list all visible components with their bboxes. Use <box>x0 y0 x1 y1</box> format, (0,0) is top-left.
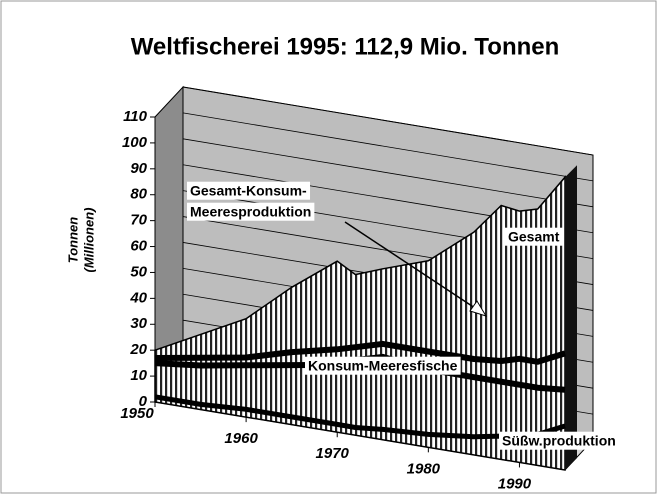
y-tick-label: 0 <box>139 393 148 410</box>
y-tick-label: 70 <box>130 212 147 229</box>
series-label: Gesamt-Konsum- <box>190 183 307 199</box>
arrow <box>344 221 479 311</box>
label-box <box>305 356 461 375</box>
series-label: Süßw.produktion <box>502 433 616 449</box>
grid-line <box>182 86 594 156</box>
grid-line <box>182 112 594 182</box>
x-tick-label: 1970 <box>316 445 350 462</box>
chart-title: Weltfischerei 1995: 112,9 Mio. Tonnen <box>131 33 560 60</box>
arrow-head <box>469 300 488 317</box>
series-line <box>154 340 566 365</box>
y-tick-label: 10 <box>130 367 147 384</box>
x-tick-label: 1990 <box>498 475 532 492</box>
x-tick-label: 1950 <box>120 405 154 422</box>
end-face <box>565 165 577 470</box>
y-tick-label: 80 <box>130 186 147 203</box>
series-label: Konsum-Meeresfische <box>308 358 458 374</box>
y-tick-label: 110 <box>123 108 148 125</box>
y-axis-label: Tonnen (Millionen) <box>65 208 96 273</box>
grid-line <box>182 138 594 208</box>
series-label: Meeresproduktion <box>190 204 311 220</box>
y-tick-label: 100 <box>122 134 148 151</box>
x-tick-label: 1980 <box>407 460 441 477</box>
y-tick-label: 50 <box>130 263 147 280</box>
label-box <box>187 181 311 200</box>
y-label-line: (Millionen) <box>81 208 96 273</box>
y-tick-label: 60 <box>130 238 147 255</box>
label-box <box>505 227 563 246</box>
series-label: Gesamt <box>508 229 560 245</box>
y-tick-label: 20 <box>129 341 147 358</box>
plot: 0 10 20 30 40 50 60 70 80 90 100 110 1950 1960 1970 198… <box>120 85 619 492</box>
y-label-line: Tonnen <box>65 217 80 264</box>
x-tick-label: 1960 <box>224 430 258 447</box>
label-box <box>187 202 315 221</box>
label-box <box>499 431 619 450</box>
y-tick-label: 90 <box>130 160 147 177</box>
y-tick-label: 40 <box>129 289 147 306</box>
y-tick-label: 30 <box>130 315 147 332</box>
